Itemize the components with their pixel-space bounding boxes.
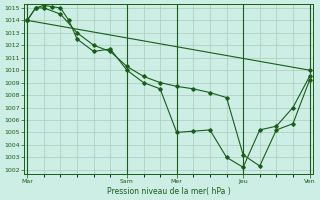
X-axis label: Pression niveau de la mer( hPa ): Pression niveau de la mer( hPa ) bbox=[107, 187, 230, 196]
